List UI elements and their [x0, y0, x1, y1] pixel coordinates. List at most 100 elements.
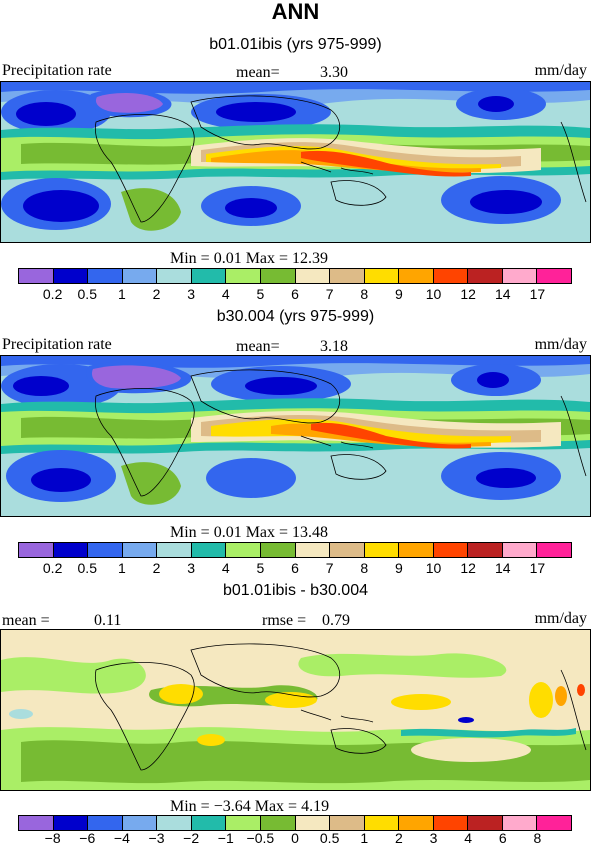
panel-2-mean-label: mean=: [236, 338, 280, 355]
colorbar-tick-label: 3: [429, 830, 438, 846]
colorbar-tick-label: 8: [533, 830, 542, 846]
colorbar-swatch: [330, 543, 365, 557]
colorbar-tick-label: −0.5: [246, 830, 275, 846]
colorbar-swatch: [468, 543, 503, 557]
colorbar-swatch: [191, 543, 227, 557]
panel-3-colorbar: [18, 815, 572, 831]
colorbar-tick-label: 1: [360, 830, 369, 846]
colorbar-swatch: [399, 269, 434, 283]
colorbar-tick-label: 0.2: [42, 286, 63, 302]
colorbar-swatch: [226, 543, 261, 557]
panel-3-contour-map: [1, 630, 590, 790]
colorbar-swatch: [88, 269, 123, 283]
colorbar-tick-label: 17: [529, 286, 546, 302]
colorbar-tick-label: 10: [425, 286, 442, 302]
colorbar-tick-label: 1: [117, 286, 126, 302]
panel-1-units: mm/day: [534, 62, 587, 79]
colorbar-swatch: [399, 816, 434, 830]
panel-2-colorbar-ticks: 0.2 0.5 1 2 3 4 5 6 7 8 9 10 12 14 17: [18, 560, 572, 576]
panel-1-subtitle: b01.01ibis (yrs 975-999): [209, 36, 382, 53]
colorbar-tick-label: 0.5: [77, 560, 97, 576]
colorbar-tick-label: 12: [460, 560, 476, 576]
colorbar-tick-label: 10: [425, 560, 442, 576]
panel-2-variable-label: Precipitation rate: [2, 336, 112, 353]
colorbar-swatch: [157, 543, 192, 557]
colorbar-tick-label: 7: [325, 560, 334, 576]
colorbar-swatch: [468, 816, 503, 830]
colorbar-swatch: [157, 269, 192, 283]
panel-3-map: [0, 629, 591, 791]
colorbar-tick-label: 0.5: [319, 830, 340, 846]
colorbar-swatch: [468, 269, 503, 283]
panel-3-minmax: Min = −3.64 Max = 4.19: [170, 798, 330, 815]
colorbar-swatch: [364, 543, 400, 557]
colorbar-tick-label: 2: [152, 560, 161, 576]
colorbar-tick-label: 6: [291, 560, 299, 576]
colorbar-swatch: [399, 543, 434, 557]
colorbar-swatch: [537, 816, 571, 830]
colorbar-swatch: [122, 543, 158, 557]
colorbar-swatch: [295, 816, 331, 830]
figure-title: ANN: [271, 0, 320, 24]
colorbar-tick-label: 4: [221, 286, 230, 302]
panel-3-mean-value: 0.11: [94, 612, 122, 629]
colorbar-swatch: [260, 816, 296, 830]
panel-1-minmax: Min = 0.01 Max = 12.39: [170, 250, 329, 267]
colorbar-tick-label: 3: [187, 560, 196, 576]
panel-3-mean-label: mean =: [2, 612, 50, 629]
panel-2-minmax: Min = 0.01 Max = 13.48: [170, 524, 329, 541]
colorbar-swatch: [295, 543, 331, 557]
colorbar-tick-label: 0.5: [77, 286, 97, 302]
panel-3-units: mm/day: [534, 610, 587, 627]
panel-3-subtitle: b01.01ibis - b30.004: [223, 582, 368, 599]
colorbar-tick-label: 4: [221, 560, 230, 576]
colorbar-swatch: [260, 543, 296, 557]
colorbar-tick-label: −4: [113, 830, 130, 846]
colorbar-swatch: [537, 543, 571, 557]
colorbar-swatch: [191, 816, 227, 830]
colorbar-swatch: [122, 269, 158, 283]
colorbar-swatch: [433, 816, 469, 830]
colorbar-swatch: [53, 269, 89, 283]
colorbar-swatch: [191, 269, 227, 283]
colorbar-swatch: [122, 816, 158, 830]
colorbar-swatch: [226, 269, 261, 283]
colorbar-swatch: [157, 816, 192, 830]
panel-1-colorbar: [18, 268, 572, 284]
colorbar-swatch: [433, 543, 469, 557]
colorbar-tick-label: −8: [44, 830, 61, 846]
colorbar-tick-label: 0: [291, 830, 299, 846]
colorbar-swatch: [330, 816, 365, 830]
colorbar-tick-label: 1: [117, 560, 126, 576]
panel-1-variable-label: Precipitation rate: [2, 62, 112, 79]
panel-2-mean-value: 3.18: [320, 338, 348, 355]
colorbar-tick-label: 5: [256, 560, 265, 576]
colorbar-swatch: [53, 816, 89, 830]
panel-2-subtitle: b30.004 (yrs 975-999): [216, 308, 375, 325]
colorbar-tick-label: −3: [148, 830, 165, 846]
panel-2-map: [0, 355, 591, 517]
colorbar-tick-label: 9: [394, 286, 403, 302]
colorbar-swatch: [364, 816, 400, 830]
panel-1-map: [0, 81, 591, 243]
colorbar-tick-label: 2: [394, 830, 403, 846]
colorbar-swatch: [364, 269, 400, 283]
colorbar-tick-label: −1: [217, 830, 234, 846]
panel-1-mean-value: 3.30: [320, 64, 348, 81]
panel-2-contour-map: [1, 356, 590, 516]
panel-3-colorbar-ticks: −8 −6 −4 −3 −2 −1 −0.5 0 0.5 1 2 3 4 6 8: [18, 830, 572, 846]
panel-1-contour-map: [1, 82, 590, 242]
colorbar-swatch: [19, 269, 54, 283]
colorbar-swatch: [53, 543, 89, 557]
colorbar-tick-label: 8: [360, 560, 369, 576]
colorbar-tick-label: −6: [79, 830, 96, 846]
colorbar-tick-label: 3: [187, 286, 196, 302]
colorbar-swatch: [537, 269, 571, 283]
colorbar-tick-label: 6: [291, 286, 299, 302]
colorbar-tick-label: 5: [256, 286, 265, 302]
panel-2-colorbar: [18, 542, 572, 558]
colorbar-tick-label: 17: [529, 560, 546, 576]
colorbar-swatch: [19, 816, 54, 830]
colorbar-swatch: [226, 816, 261, 830]
